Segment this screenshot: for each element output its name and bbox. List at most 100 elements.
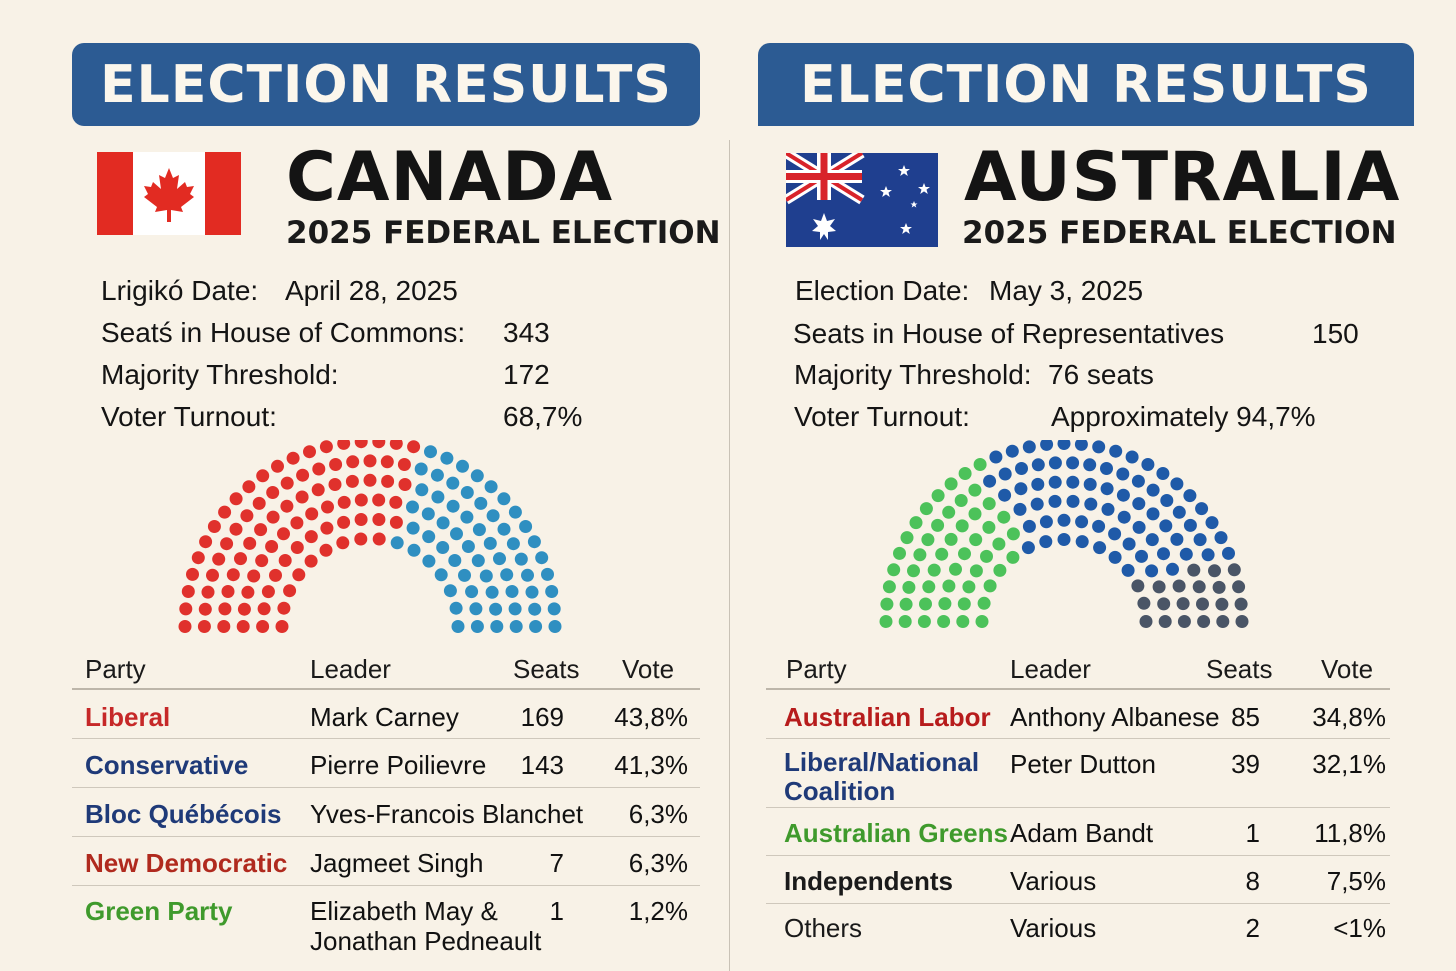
seat-dot xyxy=(1145,564,1159,578)
seat-dot xyxy=(218,505,232,519)
seat-dot xyxy=(1116,467,1130,481)
info-label: Voter Turnout: xyxy=(794,401,970,432)
vote-share: 11,8% xyxy=(1314,818,1386,848)
seat-dot xyxy=(525,585,539,599)
australia-seat-hemicycle xyxy=(879,440,1249,628)
seat-dot xyxy=(983,579,997,593)
seat-dot xyxy=(1057,440,1071,450)
seat-dot xyxy=(424,445,437,459)
seat-dot xyxy=(919,502,933,516)
seat-dot xyxy=(218,602,232,616)
seat-dot xyxy=(548,620,562,633)
seat-dot xyxy=(938,597,952,611)
seat-dot xyxy=(1125,450,1139,464)
seat-dot xyxy=(1170,532,1184,546)
seat-dot xyxy=(1176,597,1190,611)
seat-dot xyxy=(880,597,894,611)
seat-dot xyxy=(1197,615,1211,628)
header-party: Party xyxy=(85,654,146,684)
seat-dot xyxy=(944,477,958,491)
seat-dot xyxy=(255,554,269,568)
seat-dot xyxy=(345,474,359,488)
seat-dot xyxy=(545,585,559,598)
seat-dot xyxy=(497,492,511,506)
party-name: Australian Labor xyxy=(784,702,991,732)
seat-dot xyxy=(958,547,971,561)
seat-dot xyxy=(983,474,997,488)
seat-dot xyxy=(982,520,996,534)
info-label: Seats in House of Representatives xyxy=(793,318,1225,349)
seat-dot xyxy=(465,585,479,599)
australia-results-table: Party Leader Seats Vote Australian Labor… xyxy=(766,648,1390,952)
seat-dot xyxy=(381,474,395,488)
seat-dot xyxy=(1183,518,1197,532)
seat-dot xyxy=(527,535,541,549)
seat-dot xyxy=(286,451,300,465)
seat-dot xyxy=(1222,546,1235,560)
leader-name: Mark Carney xyxy=(310,702,459,732)
seat-dot xyxy=(1205,516,1219,530)
seat-dot xyxy=(1066,494,1080,508)
seat-dot xyxy=(354,513,368,526)
table-row: Australian Labor Anthony Albanese 85 34,… xyxy=(766,690,1390,739)
seat-dot xyxy=(254,523,268,537)
seat-dot xyxy=(1196,597,1209,611)
seat-dot xyxy=(280,476,294,490)
seat-dot xyxy=(935,547,949,561)
info-label: Election Date: xyxy=(795,275,970,306)
seat-dot xyxy=(1092,440,1106,454)
seat-dot xyxy=(312,462,326,476)
seat-dot xyxy=(461,540,475,553)
seat-dot xyxy=(927,563,941,577)
seat-dot xyxy=(1066,456,1080,470)
seat-dot xyxy=(505,585,519,598)
leader-name: Adam Bandt xyxy=(1010,818,1154,848)
seat-dot xyxy=(266,486,280,499)
seat-dot xyxy=(372,440,386,449)
seat-dot xyxy=(337,515,351,529)
header-seats: Seats xyxy=(513,654,580,684)
seat-dot xyxy=(252,496,266,510)
seat-dot xyxy=(1100,462,1113,475)
seat-dot xyxy=(1039,535,1053,549)
table-row: Independents Various 8 7,5% xyxy=(766,856,1390,904)
seat-dot xyxy=(1048,494,1062,508)
seat-dot xyxy=(266,510,280,524)
seat-dot xyxy=(277,527,290,541)
seat-dot xyxy=(937,615,951,628)
seat-dot xyxy=(1201,548,1215,562)
seat-dot xyxy=(902,580,916,594)
party-name-line2: Coalition xyxy=(784,776,896,806)
table-row: Liberal Mark Carney 169 43,8% xyxy=(72,690,700,739)
seat-dot xyxy=(1183,489,1197,503)
seat-dot xyxy=(414,462,428,476)
seat-dot xyxy=(436,541,450,554)
seat-dot xyxy=(1092,519,1106,533)
seat-dot xyxy=(212,552,226,566)
seat-dot xyxy=(1172,579,1186,593)
seat-dot xyxy=(449,601,463,615)
seat-dot xyxy=(1006,527,1020,541)
seat-dot xyxy=(1146,507,1160,521)
party-name: Liberal xyxy=(85,702,171,732)
seat-dot xyxy=(1132,497,1146,511)
seat-dot xyxy=(304,530,318,544)
seat-dot xyxy=(372,493,386,507)
seat-dot xyxy=(1048,456,1062,470)
seat-dot xyxy=(1122,537,1136,551)
seat-dot xyxy=(529,620,543,633)
seat-dot xyxy=(451,620,465,633)
seat-dot xyxy=(514,552,528,566)
seat-dot xyxy=(489,602,503,616)
seat-dot xyxy=(528,602,542,616)
seat-dot xyxy=(949,562,962,576)
seat-dot xyxy=(470,620,484,633)
party-name: Bloc Québécois xyxy=(85,799,282,829)
seat-dot xyxy=(975,615,989,628)
seat-count: 85 xyxy=(1231,702,1260,732)
seat-dot xyxy=(989,450,1003,464)
seat-dot xyxy=(207,520,221,533)
seat-dot xyxy=(1117,510,1131,524)
seat-dot xyxy=(406,521,420,535)
seat-count: 39 xyxy=(1231,749,1260,779)
